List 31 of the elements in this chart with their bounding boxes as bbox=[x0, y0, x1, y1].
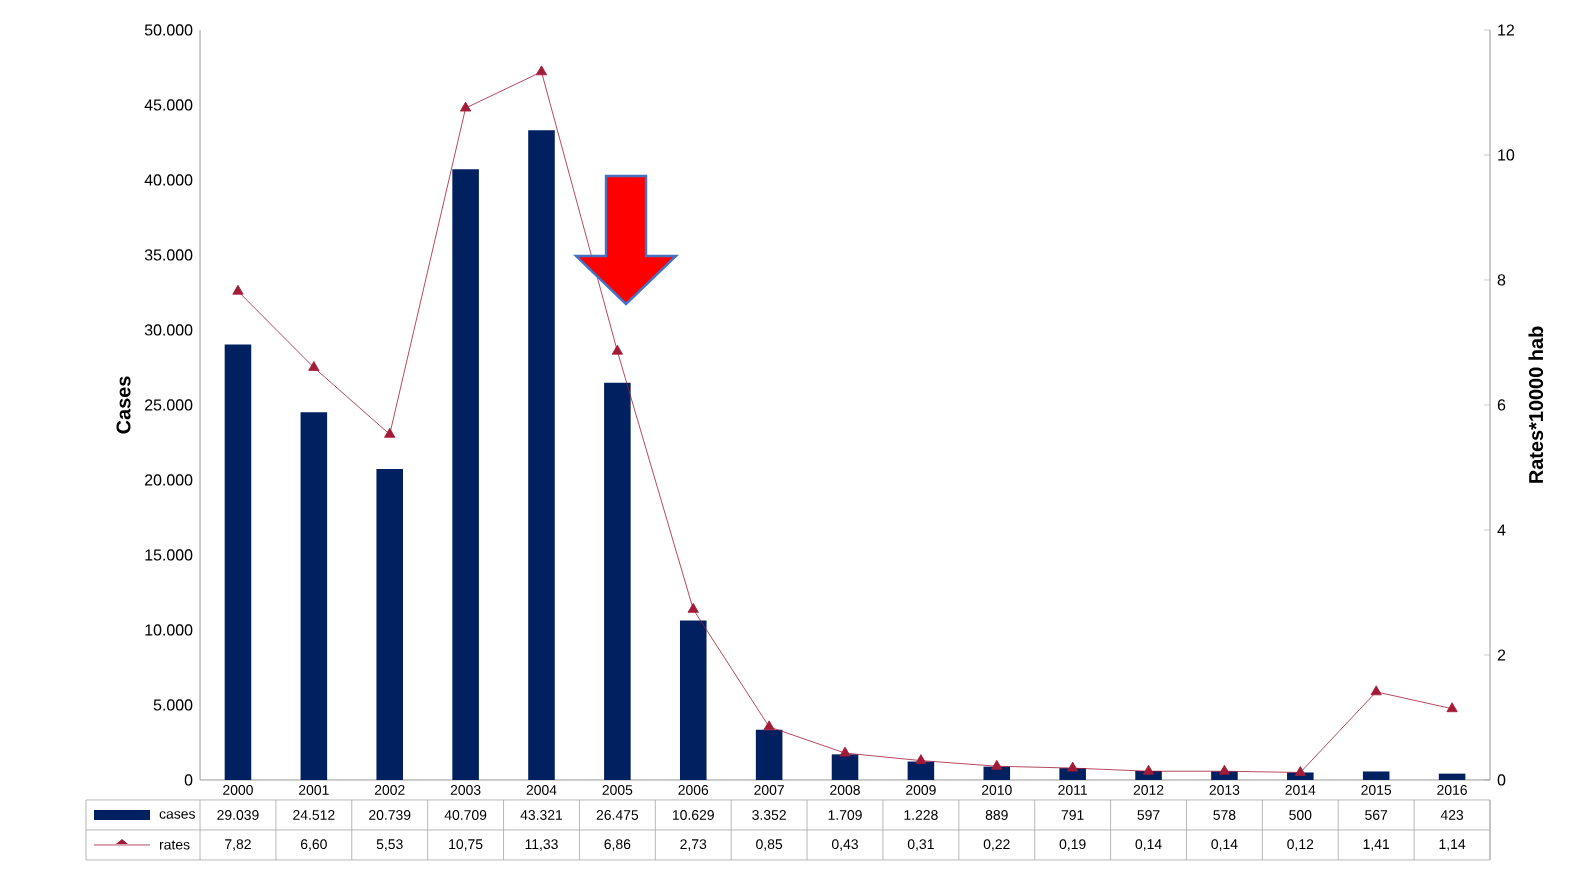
point bbox=[763, 720, 775, 731]
point bbox=[687, 602, 699, 613]
bar bbox=[831, 754, 859, 780]
bar bbox=[755, 729, 783, 780]
bar bbox=[679, 620, 707, 780]
bar bbox=[452, 169, 479, 780]
point bbox=[915, 754, 927, 764]
bar bbox=[1362, 771, 1390, 780]
bar bbox=[604, 382, 631, 780]
point bbox=[1142, 764, 1155, 775]
point bbox=[232, 284, 244, 295]
bar bbox=[1438, 773, 1466, 780]
point bbox=[1370, 685, 1382, 696]
bar bbox=[224, 344, 252, 780]
point bbox=[384, 427, 396, 438]
point bbox=[1218, 764, 1231, 775]
point bbox=[308, 361, 320, 371]
point bbox=[839, 746, 851, 757]
y2-axis-title: Rates*10000 hab bbox=[1528, 326, 1544, 483]
bar bbox=[528, 130, 555, 780]
point bbox=[611, 344, 623, 355]
point bbox=[1294, 766, 1306, 776]
point bbox=[1067, 761, 1079, 772]
bar bbox=[376, 468, 404, 780]
point bbox=[460, 101, 472, 112]
point bbox=[991, 759, 1003, 770]
bar bbox=[300, 412, 328, 780]
bar bbox=[907, 761, 935, 780]
point bbox=[1446, 702, 1458, 713]
point bbox=[535, 65, 548, 76]
y-axis-title: Cases bbox=[116, 376, 131, 434]
